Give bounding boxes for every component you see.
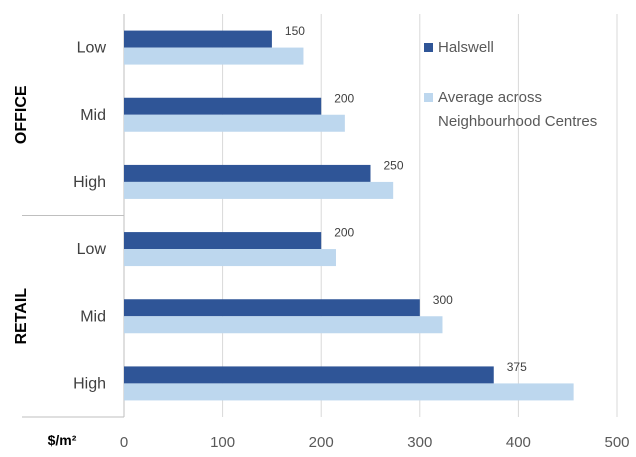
category-label: Low — [77, 40, 107, 57]
data-labels: 150 200 250 200 300 375 — [285, 24, 527, 374]
group-label-retail: RETAIL — [13, 288, 30, 345]
x-tick-label: 100 — [210, 434, 235, 451]
x-axis-tick-labels: 0 100 200 300 400 500 — [120, 434, 630, 451]
group-labels: OFFICE RETAIL — [13, 85, 30, 344]
legend-swatch-halswell — [424, 43, 433, 52]
x-tick-label: 0 — [120, 434, 128, 451]
legend-label-average: Average across Neighbourhood Centres — [438, 89, 597, 130]
category-label: High — [73, 174, 106, 191]
legend-swatch-average — [424, 93, 433, 102]
data-label: 375 — [507, 360, 527, 374]
x-tick-label: 300 — [407, 434, 432, 451]
bar-average — [124, 181, 394, 199]
bar-average — [124, 249, 336, 267]
bar-halswell — [124, 97, 322, 115]
x-axis-unit-label: $/m² — [48, 432, 77, 448]
legend-label-halswell: Halswell — [438, 39, 494, 56]
bar-halswell — [124, 366, 494, 384]
category-labels: Low Mid High Low Mid High — [73, 40, 106, 393]
bar-average — [124, 383, 574, 401]
group-label-office: OFFICE — [13, 85, 30, 144]
bar-halswell — [124, 30, 272, 48]
data-label: 200 — [334, 226, 354, 240]
legend: Halswell Average across Neighbourhood Cent… — [424, 39, 597, 130]
category-label: Mid — [80, 107, 106, 124]
category-label: Mid — [80, 308, 106, 325]
x-tick-label: 400 — [506, 434, 531, 451]
bar-average — [124, 114, 345, 132]
data-label: 250 — [384, 158, 404, 172]
data-label: 150 — [285, 24, 305, 38]
bars — [124, 30, 574, 401]
bar-average — [124, 47, 304, 65]
bar-halswell — [124, 299, 420, 317]
x-tick-label: 200 — [309, 434, 334, 451]
axis-separators — [22, 215, 124, 418]
category-label: Low — [77, 241, 107, 258]
data-label: 200 — [334, 91, 354, 105]
data-label: 300 — [433, 293, 453, 307]
bar-halswell — [124, 164, 371, 182]
category-label: High — [73, 375, 106, 392]
bar-average — [124, 316, 443, 334]
x-tick-label: 500 — [604, 434, 629, 451]
bar-halswell — [124, 232, 322, 250]
gridlines — [123, 14, 618, 417]
